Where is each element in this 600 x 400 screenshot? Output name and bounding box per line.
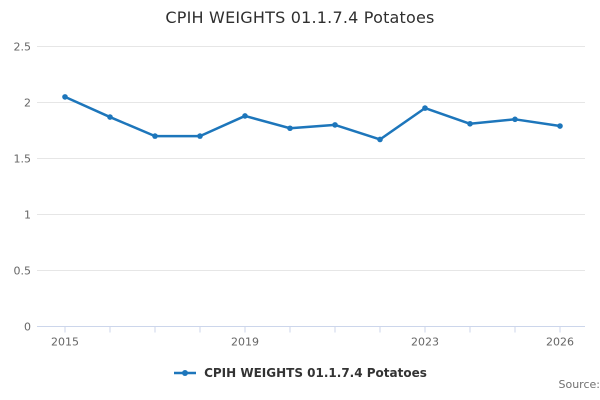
data-point-marker	[467, 120, 473, 127]
y-tick-label: 0	[24, 321, 31, 334]
source-label: Source:	[558, 378, 600, 391]
data-point-marker	[242, 113, 248, 119]
series-line	[63, 95, 562, 141]
y-tick-label: 1.5	[14, 153, 32, 166]
x-tick-label: 2026	[546, 336, 574, 349]
y-tick-label: 0.5	[14, 265, 32, 278]
data-point-marker	[512, 116, 518, 123]
legend: CPIH WEIGHTS 01.1.7.4 Potatoes	[0, 366, 600, 380]
x-tick-label: 2015	[51, 336, 79, 349]
data-point-marker	[377, 136, 383, 143]
legend-line-marker-icon	[174, 370, 197, 376]
data-point-marker	[287, 125, 293, 132]
data-point-marker	[107, 114, 113, 120]
data-point-marker	[197, 133, 203, 139]
y-tick-label: 2	[24, 97, 31, 110]
chart-title: CPIH WEIGHTS 01.1.7.4 Potatoes	[165, 8, 435, 27]
data-point-marker	[422, 105, 428, 111]
legend-label: CPIH WEIGHTS 01.1.7.4 Potatoes	[204, 366, 427, 380]
x-tick-label: 2019	[231, 336, 259, 349]
data-point-marker	[152, 133, 158, 139]
data-point-marker	[332, 122, 338, 128]
data-point-marker	[557, 123, 563, 129]
x-axis: 2015 2019 2023 2026	[51, 326, 574, 349]
x-tick-label: 2023	[411, 336, 439, 349]
data-point-marker	[62, 94, 68, 100]
gridlines: 0 0.5 1 1.5 2 2.5	[14, 41, 585, 334]
y-tick-label: 2.5	[14, 41, 32, 54]
y-tick-label: 1	[24, 209, 31, 222]
